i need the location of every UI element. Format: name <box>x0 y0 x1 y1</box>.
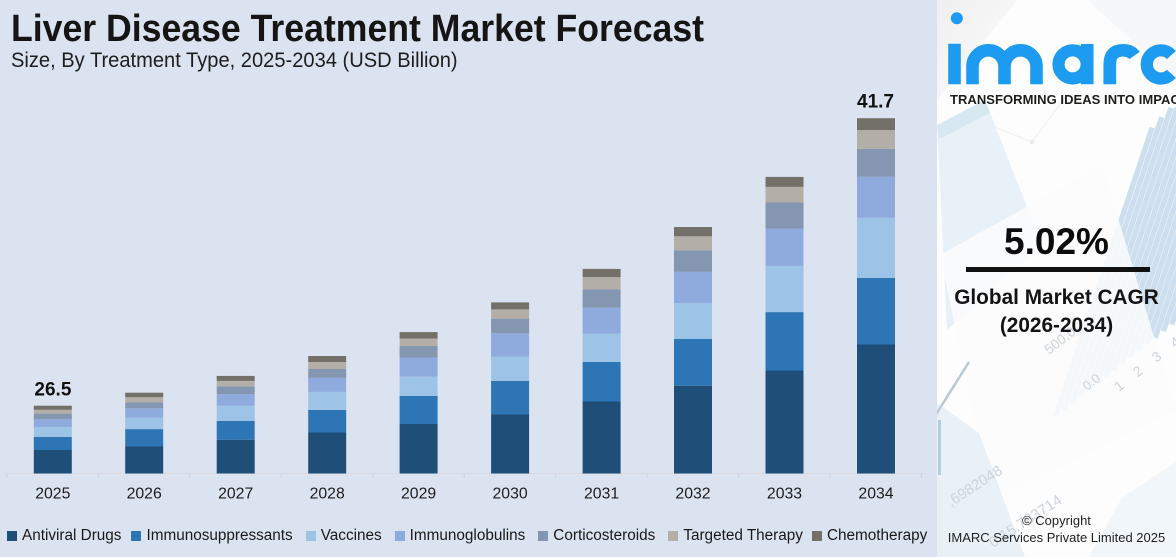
svg-text:2026: 2026 <box>127 486 162 503</box>
svg-text:26.5: 26.5 <box>34 380 71 401</box>
svg-text:2028: 2028 <box>310 486 345 503</box>
svg-text:2029: 2029 <box>401 486 436 503</box>
svg-text:2033: 2033 <box>767 486 802 503</box>
svg-text:2030: 2030 <box>493 486 528 503</box>
svg-text:2031: 2031 <box>584 486 619 503</box>
svg-text:2027: 2027 <box>218 486 253 503</box>
svg-text:2034: 2034 <box>858 486 893 503</box>
svg-text:2032: 2032 <box>675 486 710 503</box>
svg-text:41.7: 41.7 <box>857 92 894 113</box>
svg-text:2025: 2025 <box>35 486 70 503</box>
